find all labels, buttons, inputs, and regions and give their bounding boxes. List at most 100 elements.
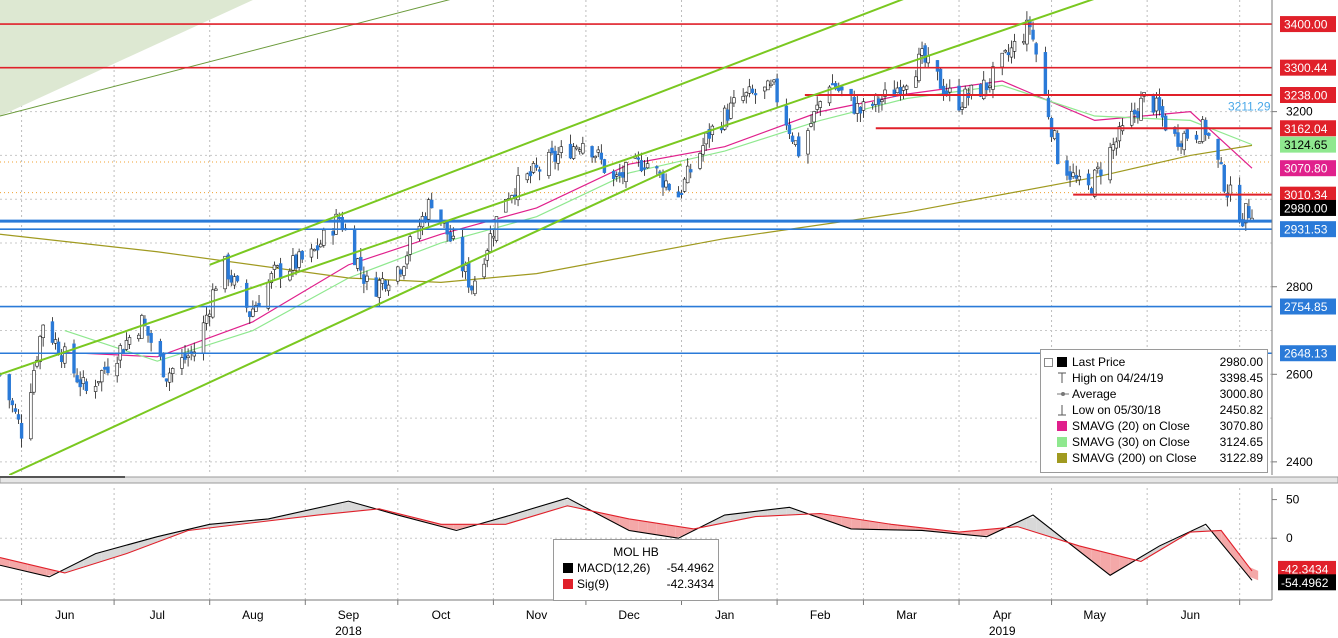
moving-average-line: [0, 144, 1253, 283]
x-year-label: 2019: [989, 624, 1016, 638]
x-month-label: Feb: [810, 608, 831, 622]
candle-body: [337, 216, 341, 220]
fib-level-label: 3211.29: [1228, 100, 1271, 114]
price-tag-label: 3300.44: [1284, 61, 1328, 75]
candle-body: [596, 149, 600, 153]
channel-shaded-area: [0, 0, 253, 117]
macd-histogram-fill: [453, 524, 463, 530]
candle-body: [741, 95, 745, 101]
candle-body: [183, 353, 187, 360]
candle-body: [1130, 110, 1134, 126]
x-month-label: Jan: [715, 608, 734, 622]
candle-body: [248, 311, 252, 318]
macd-histogram-fill: [823, 513, 833, 523]
candle-body: [399, 269, 403, 275]
macd-histogram-fill: [1091, 549, 1101, 569]
candle-body: [815, 104, 819, 110]
candle-body: [547, 152, 551, 176]
candle-body: [516, 175, 520, 201]
candle-body: [84, 381, 89, 391]
candle-body: [1117, 126, 1122, 142]
candle-body: [29, 392, 33, 440]
candle-body: [121, 349, 126, 353]
candle-body: [312, 249, 317, 252]
macd-value-tag-label: -42.3434: [1281, 562, 1329, 576]
candle-body: [1071, 172, 1075, 177]
candle-body: [744, 92, 748, 97]
candle-body: [685, 165, 690, 184]
macd-histogram-fill: [989, 528, 1000, 536]
candle-body: [272, 264, 277, 270]
candle-body: [571, 146, 576, 159]
candle-body: [103, 366, 107, 370]
x-month-label: Dec: [618, 608, 639, 622]
candle-body: [726, 109, 730, 121]
candle-body: [704, 132, 708, 145]
macd-histogram-fill: [64, 564, 75, 573]
legend-value: -42.3434: [666, 577, 714, 591]
value-tag-box: [1280, 160, 1336, 177]
candle-body: [7, 374, 11, 401]
macd-histogram-fill: [1026, 517, 1037, 533]
candle-body: [1151, 94, 1156, 113]
candle-body: [448, 232, 452, 242]
macd-histogram-fill: [83, 555, 93, 568]
candle-body: [621, 172, 625, 178]
macd-legend: MOL HB MACD(12,26) -54.4962 Sig(9) -42.3…: [553, 539, 719, 601]
legend-label: SMAVG (30) on Close: [1072, 435, 1190, 449]
macd-histogram-fill: [1119, 555, 1129, 570]
macd-histogram-fill: [647, 521, 657, 535]
olive-square-icon: [1057, 453, 1067, 463]
candle-body: [775, 78, 779, 103]
candle-body: [636, 157, 641, 160]
candle-body: [72, 343, 76, 374]
candle-body: [254, 304, 258, 312]
candle-body: [941, 85, 946, 95]
candle-body: [359, 256, 363, 271]
candle-body: [901, 86, 906, 91]
candle-body: [840, 86, 844, 91]
candle-body: [1216, 138, 1220, 160]
price-tag-box: [1280, 120, 1336, 137]
candle-body: [356, 258, 360, 269]
x-month-label: Mar: [896, 608, 917, 622]
candle-body: [164, 378, 169, 382]
candle-body: [1046, 97, 1051, 118]
candle-body: [729, 102, 733, 119]
candle-body: [445, 220, 449, 235]
candle-body: [291, 255, 295, 271]
candle-body: [204, 314, 209, 324]
candle-body: [491, 235, 496, 239]
candle-body: [599, 152, 604, 160]
candle-body: [679, 192, 684, 195]
candle-body: [883, 89, 887, 97]
macd-histogram-fill: [18, 561, 28, 572]
candle-body: [463, 264, 468, 272]
candle-body: [460, 236, 465, 272]
candle-body: [553, 150, 557, 162]
price-tick-label: 3200: [1286, 105, 1313, 119]
price-tag-box: [1280, 59, 1336, 76]
candle-body: [352, 229, 357, 266]
candle-body: [377, 280, 382, 298]
candle-body: [1077, 175, 1082, 181]
candle-body: [615, 174, 619, 177]
candle-body: [574, 146, 579, 150]
legend-value: 3000.80: [1219, 387, 1263, 401]
moving-average-line: [64, 84, 1253, 362]
candle-body: [1086, 173, 1091, 186]
candle-body: [334, 213, 338, 235]
candle-body: [1068, 171, 1072, 180]
legend-box-icon: [1044, 358, 1053, 367]
candle-body: [309, 248, 314, 258]
candle-body: [1185, 129, 1189, 139]
macd-histogram-fill: [638, 520, 648, 534]
macd-series-line: [0, 505, 1253, 574]
candle-body: [226, 254, 230, 280]
macd-histogram-fill: [490, 518, 500, 525]
candle-body: [1194, 134, 1199, 140]
candle-body: [920, 48, 924, 56]
candle-body: [568, 143, 573, 159]
high-marker-icon: [1057, 372, 1067, 383]
